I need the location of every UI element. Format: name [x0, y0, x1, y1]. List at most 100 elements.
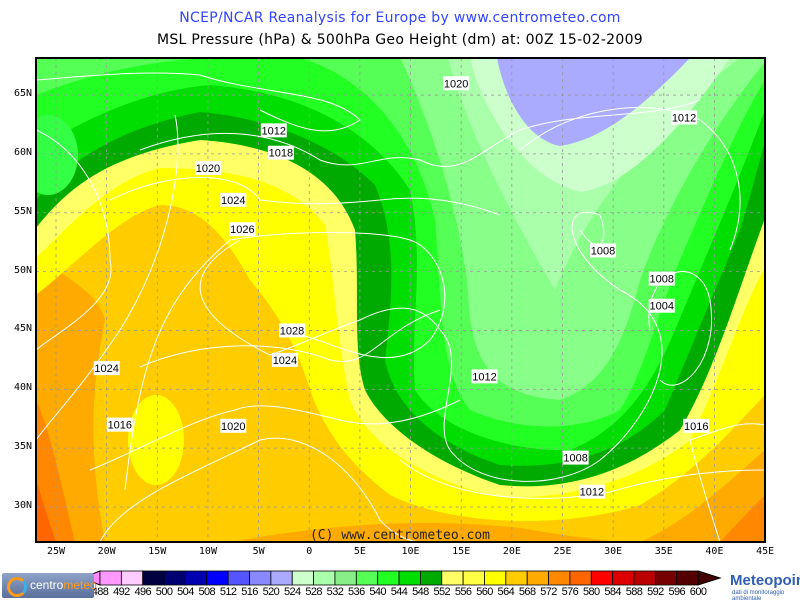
lon-tick-label: 5E	[353, 546, 366, 557]
svg-text:1004: 1004	[650, 301, 674, 313]
isobar-line	[89, 399, 461, 471]
colorbar-tick-label: 532	[326, 586, 344, 598]
colorbar-tick-label: 500	[155, 586, 173, 598]
isobar-label: 1024	[93, 361, 120, 376]
colorbar-tick-label: 568	[518, 586, 536, 598]
lon-tick-label: 20W	[97, 546, 116, 557]
colorbar-tick-label: 516	[241, 586, 258, 598]
meteopoint-logo-text: Meteopoint	[730, 572, 800, 589]
isobar-label: 1020	[220, 418, 247, 433]
isobar-line	[36, 114, 179, 441]
svg-text:1012: 1012	[472, 371, 496, 383]
lon-tick-label: 25E	[553, 546, 572, 557]
svg-text:1012: 1012	[262, 125, 286, 137]
svg-text:1012: 1012	[672, 112, 696, 124]
isobar-line	[199, 211, 663, 482]
colorbar-tick-label: 552	[433, 586, 451, 598]
colorbar-cell	[355, 570, 379, 586]
isobar-label: 1024	[220, 192, 247, 207]
isobar-label: 1020	[443, 76, 470, 91]
isobar-label: 1012	[471, 369, 498, 384]
colorbar-cell	[441, 570, 464, 586]
colorbar-tick-label: 588	[625, 586, 643, 598]
colorbar-tick-label: 548	[412, 586, 429, 598]
colorbar-cell	[633, 570, 656, 586]
colorbar-high-arrow	[697, 570, 722, 586]
band-ff8800-east	[720, 495, 765, 542]
centrometeo-logo-icon	[7, 577, 27, 597]
isobar-label: 1028	[279, 323, 306, 338]
centrometeo-logo: centrometeo	[2, 573, 97, 598]
lon-tick-label: 30E	[604, 546, 623, 557]
svg-text:1008: 1008	[650, 274, 674, 286]
isobar-label: 1004	[648, 298, 675, 313]
colorbar-tick-label: 540	[369, 586, 386, 598]
isobar-line	[139, 309, 441, 368]
colorbar-cell	[462, 570, 485, 586]
colorbar-tick-label: 596	[668, 586, 685, 598]
isobar-label: 1008	[648, 271, 675, 286]
colorbar-cell	[676, 570, 699, 586]
svg-text:1018: 1018	[269, 148, 293, 160]
colorbar-cell	[484, 570, 507, 586]
colorbar-cell	[120, 570, 144, 586]
colorbar-tick-label: 560	[476, 586, 493, 598]
lat-tick-label: 50N	[13, 264, 32, 276]
colorbar-cell	[142, 570, 165, 586]
colorbar-tick-label: 544	[390, 586, 408, 598]
colorbar-tick-label: 536	[348, 586, 365, 598]
colorbar-tick-label: 576	[561, 586, 579, 598]
colorbar-tick-label: 564	[497, 586, 515, 598]
lon-tick-label: 10E	[401, 546, 420, 557]
lon-tick-label: 20E	[502, 546, 521, 557]
colorbar-tick-label: 572	[540, 586, 557, 598]
colorbar-cell	[270, 570, 293, 586]
svg-text:1020: 1020	[221, 421, 245, 433]
svg-text:1016: 1016	[684, 421, 708, 433]
colorbar-cell	[612, 570, 635, 586]
isobar-label: 1012	[578, 484, 605, 499]
svg-text:1024: 1024	[94, 363, 118, 375]
svg-text:1008: 1008	[591, 245, 615, 257]
lat-tick-label: 65N	[13, 88, 32, 100]
lon-tick-label: 40E	[705, 546, 724, 557]
isobar-line	[99, 437, 421, 542]
colorbar-tick-label: 512	[219, 586, 237, 598]
colorbar-cell	[377, 570, 400, 586]
isobar-label: 1026	[229, 222, 256, 237]
isobar-line	[139, 99, 701, 168]
band-ffaa00-south	[230, 522, 620, 542]
copyright-text: (C) www.centrometeo.com	[310, 528, 490, 543]
colorbar-cell	[505, 570, 528, 586]
isobar-label: 1012	[260, 123, 287, 138]
colorbar-cell	[185, 570, 208, 586]
colorbar-cell	[569, 570, 592, 586]
colorbar-cell	[419, 570, 443, 586]
colorbar-cell	[291, 570, 314, 586]
isobar-line	[648, 271, 712, 386]
colorbar-cell	[206, 570, 229, 586]
lon-tick-label: 25W	[46, 546, 66, 557]
colorbar-tick-label: 580	[582, 586, 600, 598]
lat-tick-label: 40N	[13, 382, 32, 394]
band-aaaaff	[497, 58, 690, 146]
lat-tick-label: 45N	[13, 323, 32, 335]
colorbar-tick-label: 488	[91, 586, 109, 598]
map-frame	[35, 57, 766, 543]
lat-tick-label: 30N	[13, 500, 32, 511]
lon-tick-label: 35E	[654, 546, 673, 557]
map-title: NCEP/NCAR Reanalysis for Europe by www.c…	[179, 10, 621, 26]
svg-text:1020: 1020	[196, 163, 220, 175]
lon-tick-label: 10W	[198, 546, 217, 557]
lon-tick-label: 15E	[452, 546, 471, 557]
colorbar-tick-label: 556	[454, 586, 472, 598]
colorbar-cell	[99, 570, 122, 586]
colorbar-cell	[334, 570, 357, 586]
band-ffaa00-east	[640, 450, 765, 542]
isobars	[36, 72, 765, 542]
lon-tick-label: 5W	[252, 546, 265, 557]
isobar-label: 1008	[590, 243, 617, 258]
colorbar-tick-label: 528	[305, 586, 322, 598]
lat-tick-label: 55N	[13, 205, 32, 217]
